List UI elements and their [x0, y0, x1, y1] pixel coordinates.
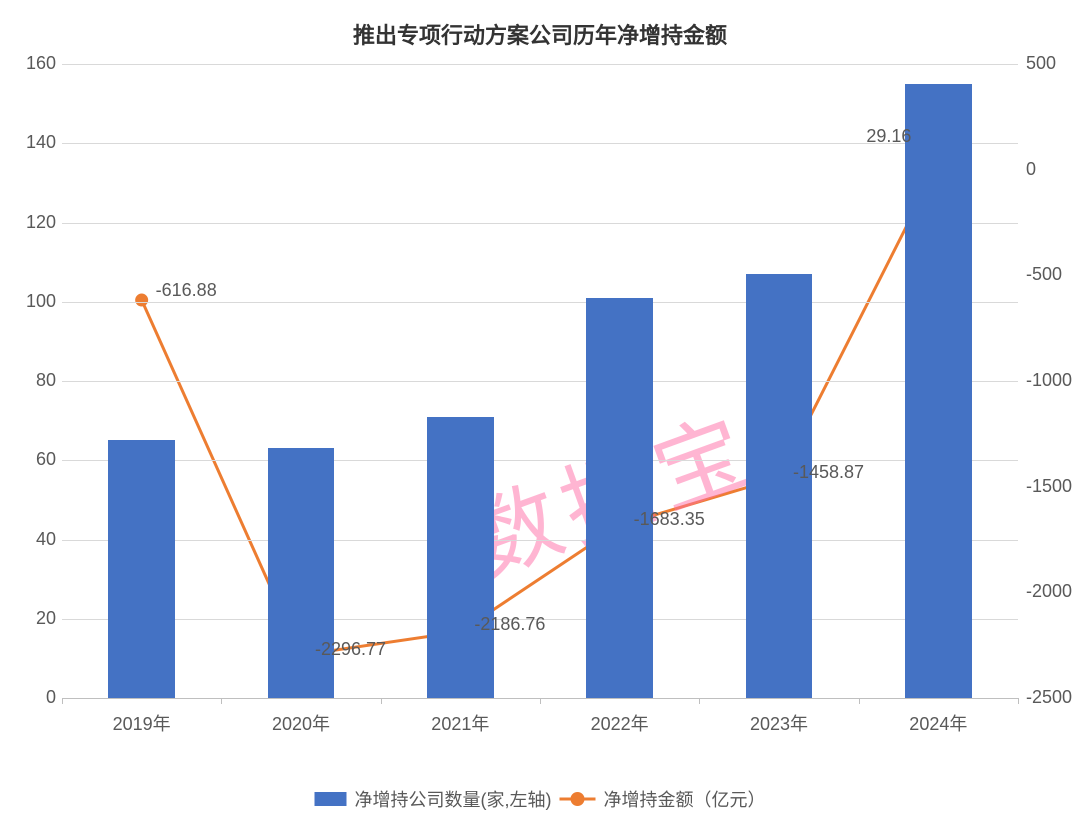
bar	[268, 448, 335, 698]
line-data-label: 29.16	[866, 126, 911, 147]
legend-swatch-bar	[315, 792, 347, 806]
y-left-tick-label: 160	[6, 53, 56, 74]
legend-swatch-line	[560, 792, 596, 806]
bar	[746, 274, 813, 698]
line-data-label: -616.88	[156, 280, 217, 301]
x-tick-label: 2024年	[909, 710, 967, 736]
x-tick	[381, 698, 382, 704]
y-left-tick-label: 40	[6, 529, 56, 550]
bar	[905, 84, 972, 698]
chart-container: 推出专项行动方案公司历年净增持金额 数据宝 -616.88-2296.77-21…	[0, 0, 1080, 824]
y-left-tick-label: 20	[6, 608, 56, 629]
gridline	[62, 64, 1018, 65]
gridline	[62, 302, 1018, 303]
y-left-tick-label: 100	[6, 291, 56, 312]
legend: 净增持公司数量(家,左轴) 净增持金额（亿元）	[315, 786, 766, 812]
y-right-tick-label: -1500	[1026, 476, 1080, 497]
legend-label-bars: 净增持公司数量(家,左轴)	[355, 786, 552, 812]
y-left-tick-label: 0	[6, 687, 56, 708]
x-tick-label: 2019年	[113, 710, 171, 736]
y-right-tick-label: -2500	[1026, 687, 1080, 708]
gridline	[62, 381, 1018, 382]
gridline	[62, 460, 1018, 461]
line-data-label: -2186.76	[474, 614, 545, 635]
chart-title: 推出专项行动方案公司历年净增持金额	[353, 18, 727, 50]
bar	[586, 298, 653, 698]
y-right-tick-label: 500	[1026, 53, 1080, 74]
y-right-tick-label: 0	[1026, 159, 1080, 180]
x-tick-label: 2022年	[591, 710, 649, 736]
x-tick	[859, 698, 860, 704]
gridline	[62, 223, 1018, 224]
legend-marker-icon	[571, 792, 585, 806]
y-right-tick-label: -1000	[1026, 370, 1080, 391]
y-left-tick-label: 80	[6, 370, 56, 391]
plot-area: 数据宝 -616.88-2296.77-2186.76-1683.35-1458…	[62, 64, 1018, 699]
line-marker	[136, 295, 147, 306]
line-data-label: -1683.35	[634, 509, 705, 530]
bar	[108, 440, 175, 698]
x-tick-label: 2021年	[431, 710, 489, 736]
x-tick	[699, 698, 700, 704]
x-tick-label: 2023年	[750, 710, 808, 736]
y-left-tick-label: 120	[6, 212, 56, 233]
x-tick-label: 2020年	[272, 710, 330, 736]
line-data-label: -2296.77	[315, 639, 386, 660]
y-right-tick-label: -500	[1026, 264, 1080, 285]
x-tick	[540, 698, 541, 704]
bar	[427, 417, 494, 698]
y-right-tick-label: -2000	[1026, 581, 1080, 602]
line-data-label: -1458.87	[793, 462, 864, 483]
y-left-tick-label: 60	[6, 449, 56, 470]
x-tick	[1018, 698, 1019, 704]
x-tick	[62, 698, 63, 704]
gridline	[62, 540, 1018, 541]
y-left-tick-label: 140	[6, 132, 56, 153]
line-path	[142, 164, 939, 656]
x-tick	[221, 698, 222, 704]
legend-label-line: 净增持金额（亿元）	[604, 786, 766, 812]
